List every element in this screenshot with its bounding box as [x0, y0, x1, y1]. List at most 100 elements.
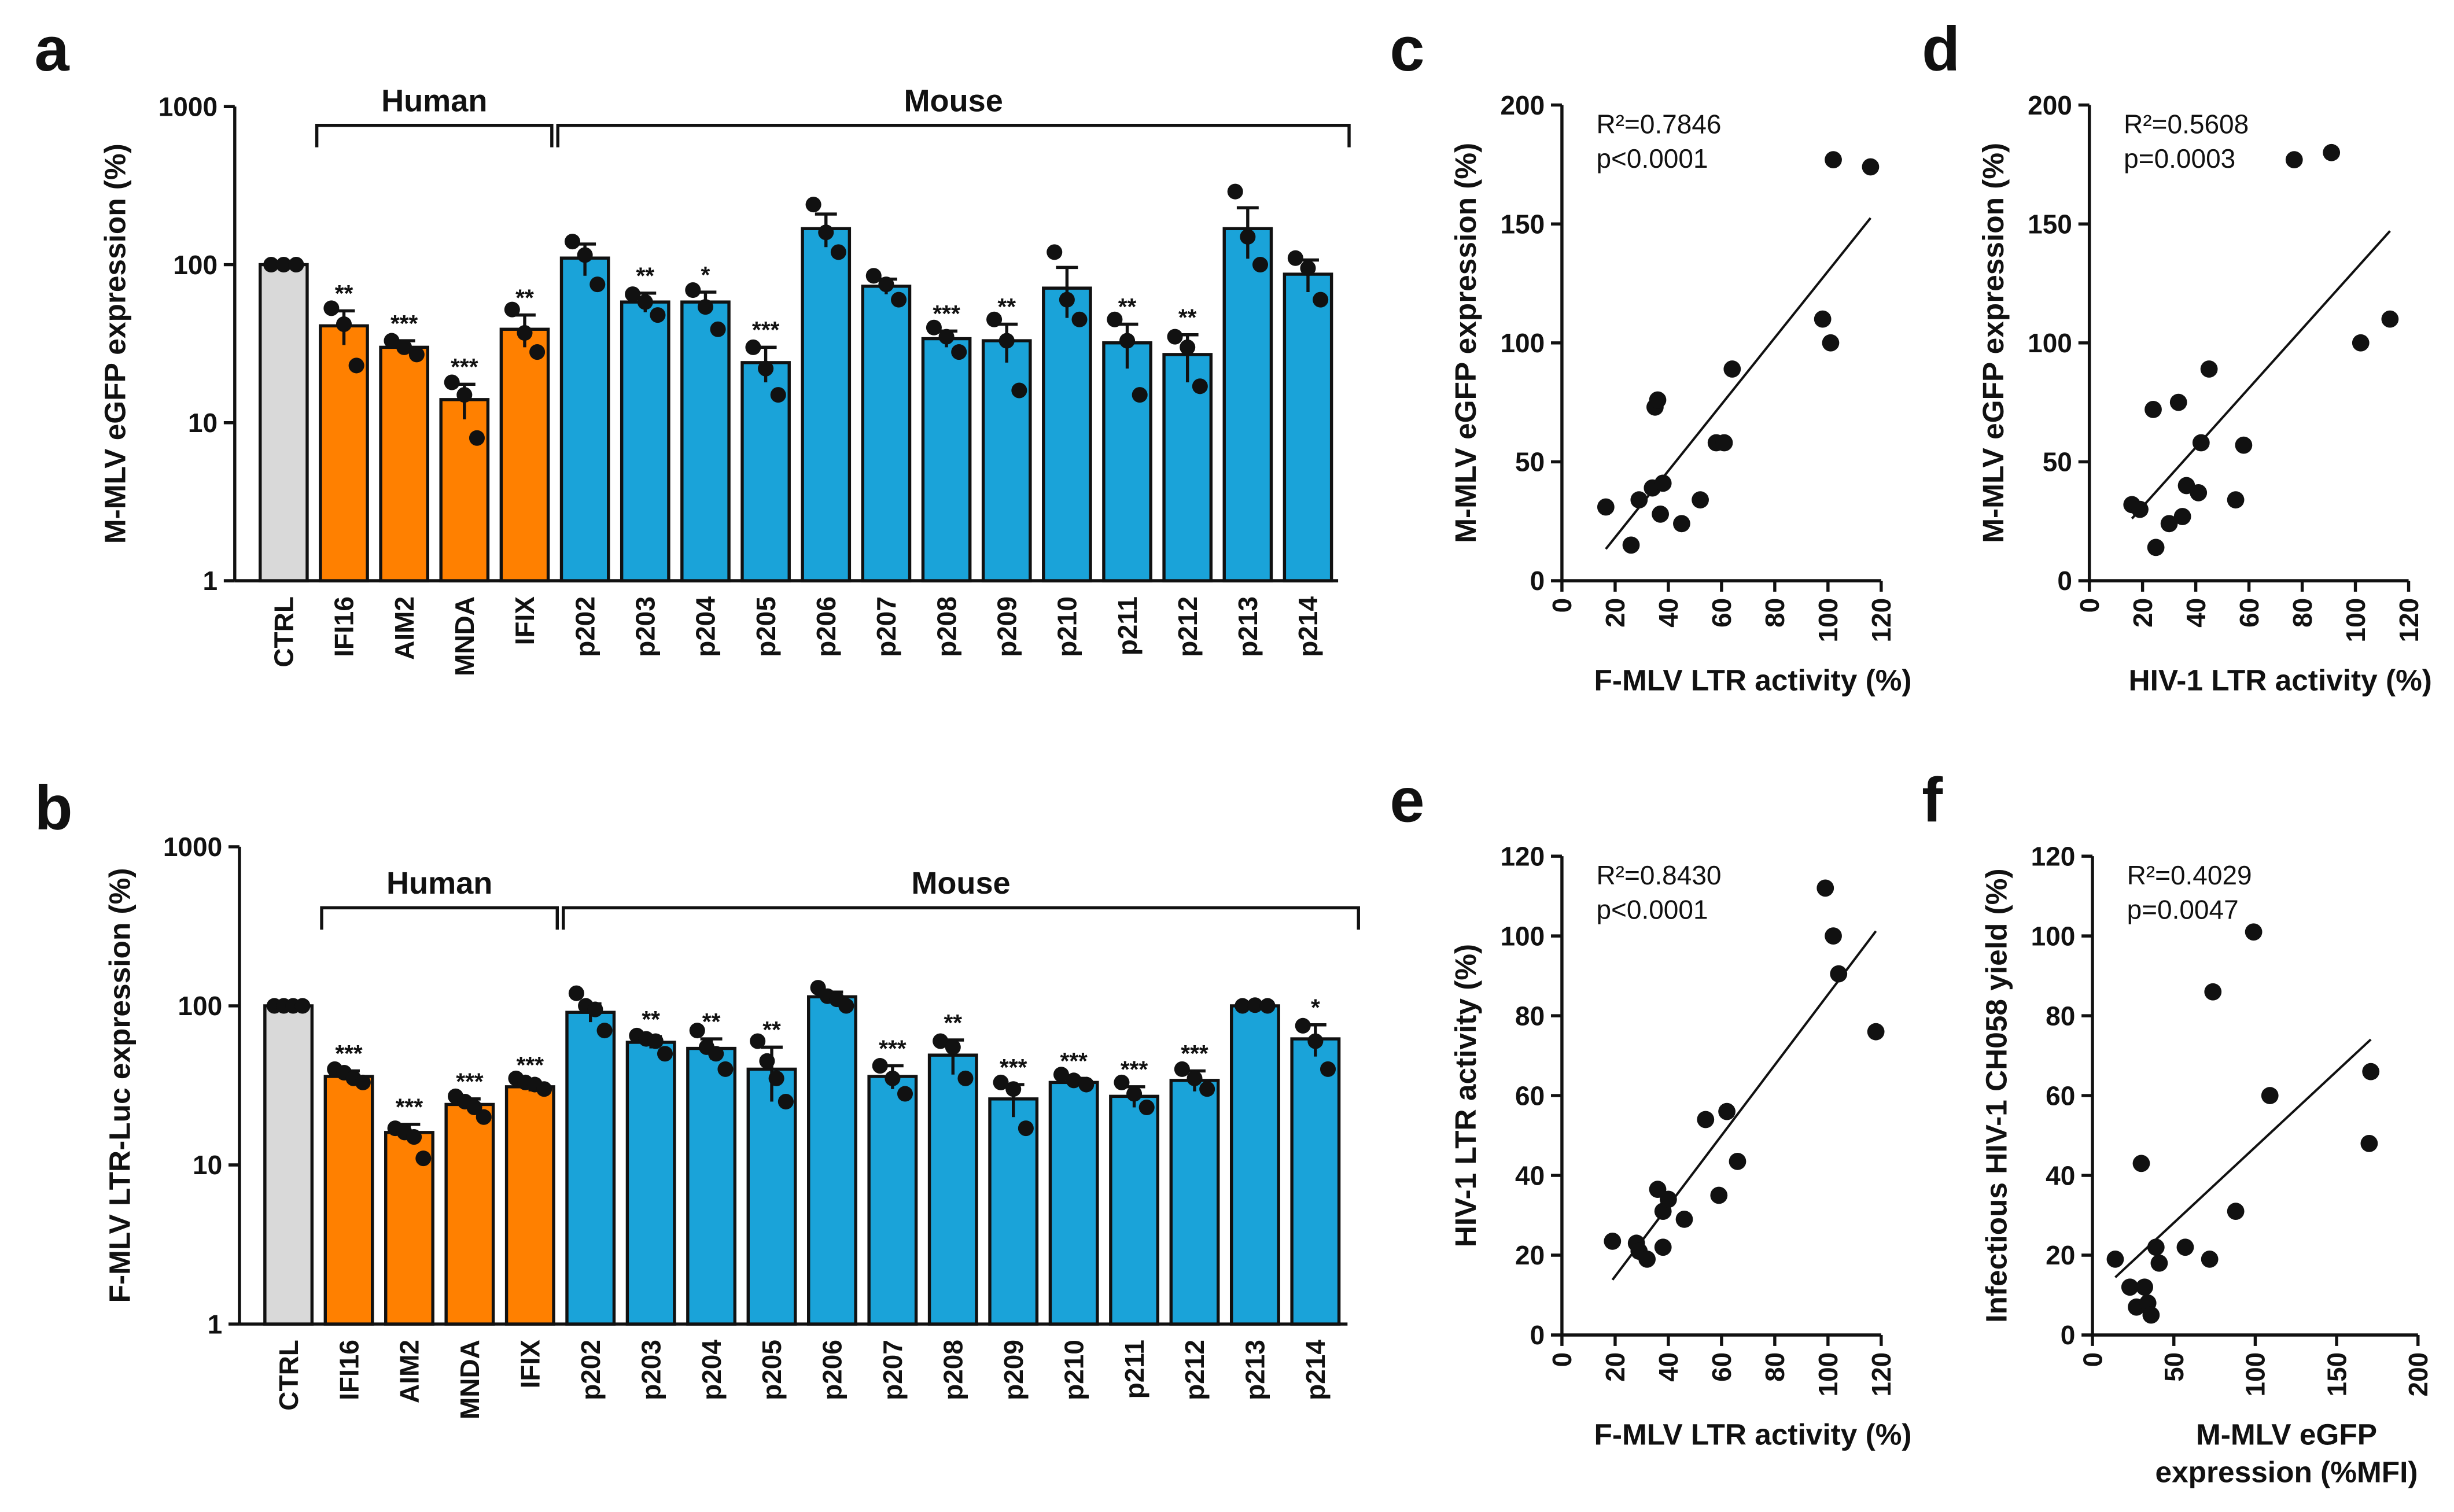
x-tick-label: 40	[2181, 598, 2211, 628]
x-tick-label: p210	[1052, 596, 1082, 657]
y-tick-label: 100	[173, 250, 218, 280]
significance-label: **	[944, 1009, 962, 1036]
x-tick-label: 80	[1760, 1352, 1790, 1382]
data-point	[938, 329, 955, 345]
data-point	[1066, 1072, 1082, 1089]
data-point	[2147, 539, 2165, 556]
bar	[801, 227, 852, 582]
data-point	[348, 357, 364, 374]
annotation: p<0.0001	[1596, 894, 1708, 924]
data-point	[2235, 436, 2253, 454]
data-point	[355, 1074, 371, 1090]
data-point	[384, 333, 400, 349]
bar	[499, 327, 550, 582]
x-tick-label: 150	[2322, 1352, 2352, 1397]
data-point	[2106, 1251, 2124, 1268]
x-tick-label: MNDA	[455, 1340, 485, 1419]
y-tick-label: 1	[202, 566, 218, 596]
annotation: R²=0.7846	[1596, 109, 1721, 139]
x-tick-label: 0	[1547, 598, 1577, 613]
data-point	[1697, 1111, 1715, 1129]
bar	[444, 1102, 495, 1326]
data-point	[1320, 1061, 1336, 1077]
data-point	[1692, 491, 1709, 509]
data-point	[323, 300, 340, 316]
data-point	[1174, 1061, 1190, 1077]
y-tick-label: 0	[1530, 1320, 1545, 1350]
data-point	[1307, 1033, 1324, 1049]
bar	[620, 300, 670, 582]
y-tick-label: 0	[1530, 566, 1545, 596]
y-tick-label: 200	[2028, 90, 2072, 120]
data-point	[838, 998, 854, 1014]
data-point	[406, 1129, 422, 1145]
significance-label: ***	[1121, 1056, 1148, 1083]
data-point	[885, 1070, 901, 1086]
data-point	[998, 333, 1015, 349]
data-point	[872, 1058, 888, 1074]
x-tick-label: 60	[1707, 598, 1737, 628]
data-point	[1729, 1153, 1746, 1170]
data-point	[1622, 536, 1640, 554]
y-tick-label: 50	[1515, 447, 1545, 477]
x-tick-label: 0	[2077, 1352, 2107, 1367]
data-point	[1660, 1190, 1677, 1208]
data-point	[1825, 151, 1842, 169]
x-axis-label: F-MLV LTR activity (%)	[1594, 663, 1911, 696]
x-tick-label: 50	[2159, 1352, 2189, 1382]
data-point	[1710, 1186, 1728, 1204]
y-tick-label: 80	[1515, 1001, 1545, 1031]
y-tick-label: 10	[188, 408, 218, 438]
data-point	[697, 299, 713, 315]
x-tick-label: CTRL	[269, 596, 299, 668]
y-tick-label: 80	[2046, 1001, 2075, 1031]
bar	[625, 1041, 676, 1326]
bar	[259, 263, 309, 582]
x-tick-label: 40	[1653, 598, 1683, 628]
bar	[439, 398, 490, 582]
significance-label: ***	[879, 1035, 907, 1061]
x-tick-label: 80	[1760, 598, 1790, 628]
y-axis-label: M-MLV eGFP expression (%)	[98, 143, 131, 544]
data-point	[2381, 310, 2399, 328]
annotation: p=0.0003	[2124, 143, 2235, 174]
data-point	[2227, 1203, 2245, 1220]
data-point	[336, 316, 352, 332]
data-point	[1119, 333, 1136, 349]
data-point	[878, 276, 894, 293]
x-tick-label: p211	[1119, 1340, 1149, 1399]
significance-label: **	[515, 284, 534, 311]
annotation: p=0.0047	[2127, 894, 2239, 924]
data-point	[1675, 1211, 1693, 1228]
significance-label: **	[636, 263, 654, 289]
data-point	[710, 321, 726, 337]
data-point	[2136, 1278, 2153, 1296]
panel-label: c	[1390, 14, 1424, 84]
x-tick-label: p208	[938, 1340, 968, 1400]
data-point	[993, 1074, 1009, 1090]
bar	[988, 1097, 1039, 1326]
x-tick-label: p204	[691, 596, 721, 657]
significance-label: ***	[517, 1052, 544, 1078]
x-tick-label: p212	[1173, 596, 1203, 657]
bar	[1162, 353, 1213, 582]
data-point	[1235, 998, 1251, 1014]
data-point	[1240, 228, 1256, 245]
data-point	[2227, 491, 2245, 509]
significance-label: **	[702, 1008, 721, 1035]
x-tick-label: 20	[1600, 1352, 1630, 1382]
data-point	[1199, 1081, 1215, 1097]
data-point	[1654, 1238, 1672, 1256]
y-tick-label: 20	[2046, 1240, 2075, 1270]
x-tick-label: p214	[1300, 1340, 1331, 1400]
data-point	[2173, 508, 2191, 525]
data-point	[1132, 387, 1148, 403]
y-tick-label: 40	[1515, 1160, 1545, 1190]
data-point	[818, 224, 834, 241]
data-point	[1011, 382, 1027, 399]
data-point	[1005, 1081, 1022, 1097]
data-point	[577, 247, 593, 263]
data-point	[1053, 1067, 1070, 1083]
x-axis-label: HIV-1 LTR activity (%)	[2128, 663, 2431, 696]
data-point	[2169, 393, 2187, 411]
